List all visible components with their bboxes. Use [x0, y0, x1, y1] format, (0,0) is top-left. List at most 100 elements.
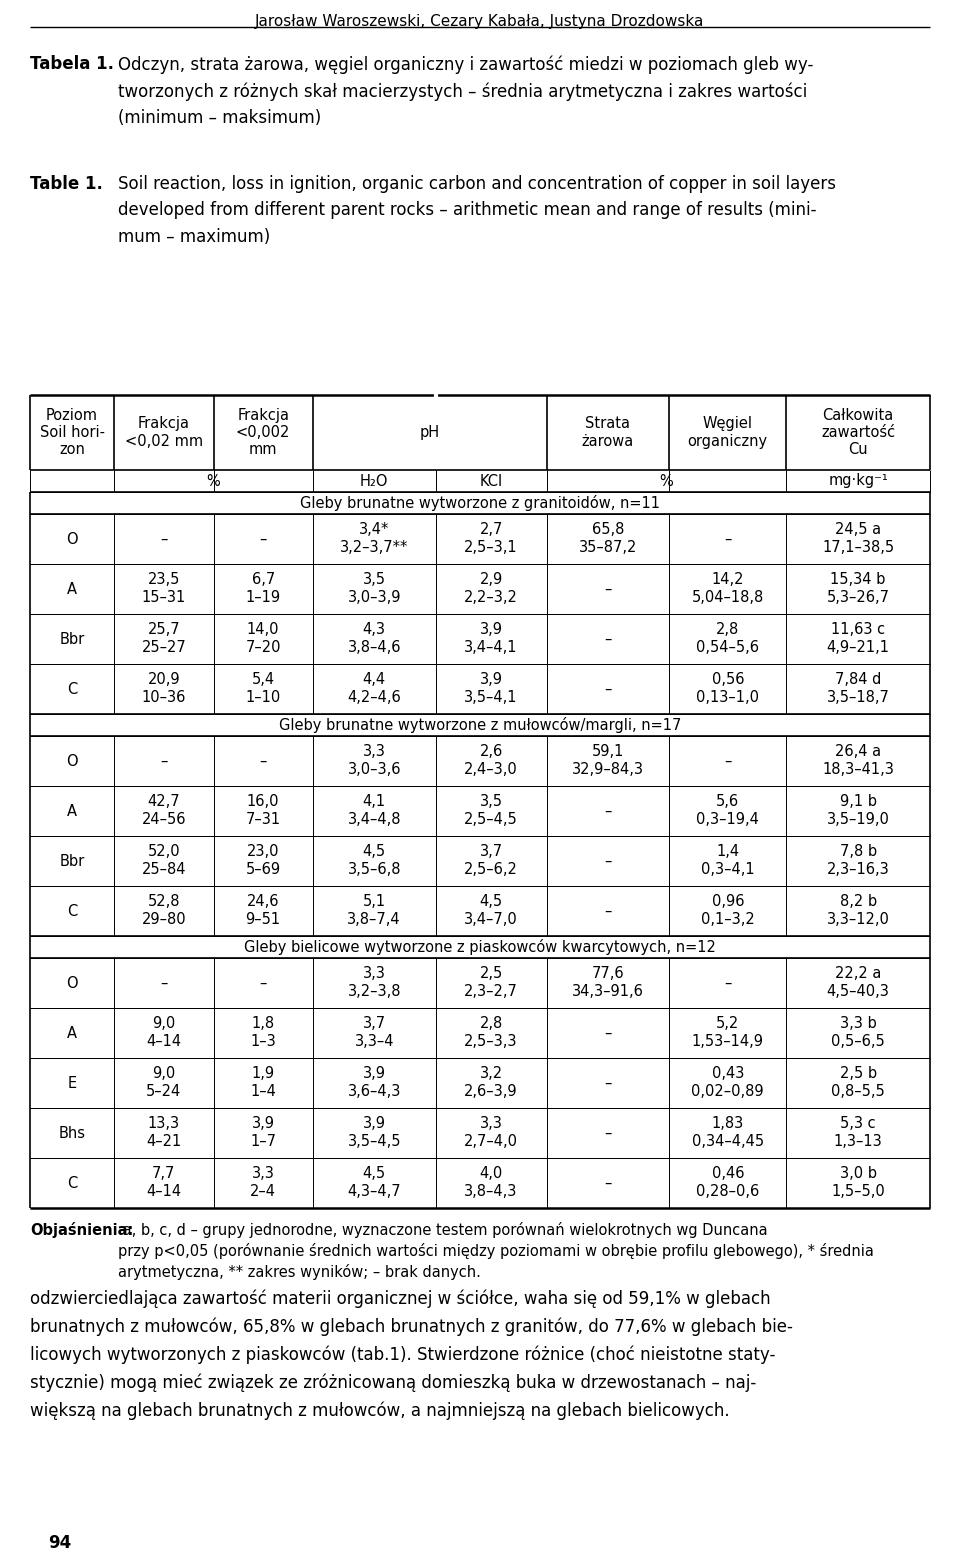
- Text: 3,9
3,4–4,1: 3,9 3,4–4,1: [465, 622, 517, 655]
- Text: Odczyn, strata żarowa, węgiel organiczny i zawartość miedzi w poziomach gleb wy-: Odczyn, strata żarowa, węgiel organiczny…: [118, 55, 813, 127]
- Text: 1,83
0,34–4,45: 1,83 0,34–4,45: [692, 1116, 764, 1149]
- Text: Tabela 1.: Tabela 1.: [30, 55, 114, 73]
- Text: 0,96
0,1–3,2: 0,96 0,1–3,2: [701, 894, 755, 927]
- Text: 3,7
3,3–4: 3,7 3,3–4: [354, 1016, 394, 1049]
- Text: mg·kg⁻¹: mg·kg⁻¹: [828, 474, 888, 489]
- Text: Bbr: Bbr: [60, 853, 84, 869]
- Text: –: –: [604, 581, 612, 597]
- Text: 3,3
2,7–4,0: 3,3 2,7–4,0: [464, 1116, 518, 1149]
- Text: –: –: [604, 681, 612, 697]
- Text: 2,9
2,2–3,2: 2,9 2,2–3,2: [465, 572, 518, 605]
- Text: –: –: [604, 1025, 612, 1041]
- Text: 23,0
5–69: 23,0 5–69: [246, 844, 280, 877]
- Text: A: A: [67, 803, 77, 819]
- Text: Objaśnienia:: Objaśnienia:: [30, 1222, 133, 1238]
- Text: 4,3
3,8–4,6: 4,3 3,8–4,6: [348, 622, 401, 655]
- Text: C: C: [67, 681, 77, 697]
- Text: 23,5
15–31: 23,5 15–31: [142, 572, 186, 605]
- Text: –: –: [160, 753, 167, 769]
- Text: pH: pH: [420, 425, 440, 441]
- Text: –: –: [604, 803, 612, 819]
- Text: 94: 94: [48, 1533, 71, 1552]
- Text: 0,56
0,13–1,0: 0,56 0,13–1,0: [696, 672, 759, 705]
- Text: 1,4
0,3–4,1: 1,4 0,3–4,1: [701, 844, 755, 877]
- Text: C: C: [67, 1175, 77, 1191]
- Text: 77,6
34,3–91,6: 77,6 34,3–91,6: [572, 966, 644, 999]
- Text: –: –: [160, 531, 167, 547]
- Text: Soil reaction, loss in ignition, organic carbon and concentration of copper in s: Soil reaction, loss in ignition, organic…: [118, 175, 836, 245]
- Text: 1,9
1–4: 1,9 1–4: [251, 1066, 276, 1099]
- Text: 20,9
10–36: 20,9 10–36: [142, 672, 186, 705]
- Text: 14,2
5,04–18,8: 14,2 5,04–18,8: [691, 572, 764, 605]
- Text: –: –: [259, 975, 267, 991]
- Text: 2,6
2,4–3,0: 2,6 2,4–3,0: [465, 744, 518, 777]
- Text: 14,0
7–20: 14,0 7–20: [246, 622, 281, 655]
- Text: –: –: [724, 975, 732, 991]
- Text: H₂O: H₂O: [360, 474, 389, 489]
- Text: 22,2 a
4,5–40,3: 22,2 a 4,5–40,3: [827, 966, 890, 999]
- Text: %: %: [660, 474, 673, 489]
- Text: 0,46
0,28–0,6: 0,46 0,28–0,6: [696, 1166, 759, 1199]
- Text: 0,43
0,02–0,89: 0,43 0,02–0,89: [691, 1066, 764, 1099]
- Text: 42,7
24–56: 42,7 24–56: [141, 794, 186, 827]
- Text: 4,4
4,2–4,6: 4,4 4,2–4,6: [348, 672, 401, 705]
- Text: Gleby brunatne wytworzone z mułowców/margli, n=17: Gleby brunatne wytworzone z mułowców/mar…: [278, 717, 682, 733]
- Text: 3,9
3,5–4,5: 3,9 3,5–4,5: [348, 1116, 401, 1149]
- Text: –: –: [160, 975, 167, 991]
- Text: %: %: [206, 474, 221, 489]
- Text: Strata
żarowa: Strata żarowa: [582, 416, 635, 449]
- Text: a, b, c, d – grupy jednorodne, wyznaczone testem porównań wielokrotnych wg Dunca: a, b, c, d – grupy jednorodne, wyznaczon…: [118, 1222, 874, 1280]
- Text: 5,1
3,8–7,4: 5,1 3,8–7,4: [348, 894, 401, 927]
- Text: 65,8
35–87,2: 65,8 35–87,2: [579, 522, 637, 555]
- Text: 9,0
4–14: 9,0 4–14: [146, 1016, 181, 1049]
- Text: 11,63 c
4,9–21,1: 11,63 c 4,9–21,1: [827, 622, 890, 655]
- Text: 2,8
0,54–5,6: 2,8 0,54–5,6: [696, 622, 759, 655]
- Text: odzwierciedlająca zawartość materii organicznej w ściółce, waha się od 59,1% w g: odzwierciedlająca zawartość materii orga…: [30, 1289, 793, 1421]
- Text: Poziom
Soil hori-
zon: Poziom Soil hori- zon: [39, 408, 105, 458]
- Text: 2,5
2,3–2,7: 2,5 2,3–2,7: [465, 966, 518, 999]
- Text: 3,0 b
1,5–5,0: 3,0 b 1,5–5,0: [831, 1166, 885, 1199]
- Text: 5,6
0,3–19,4: 5,6 0,3–19,4: [696, 794, 759, 827]
- Text: 26,4 a
18,3–41,3: 26,4 a 18,3–41,3: [822, 744, 894, 777]
- Text: E: E: [67, 1075, 77, 1091]
- Text: –: –: [604, 1125, 612, 1141]
- Text: 4,5
4,3–4,7: 4,5 4,3–4,7: [348, 1166, 401, 1199]
- Text: 6,7
1–19: 6,7 1–19: [246, 572, 280, 605]
- Text: 3,9
1–7: 3,9 1–7: [251, 1116, 276, 1149]
- Text: 7,8 b
2,3–16,3: 7,8 b 2,3–16,3: [827, 844, 890, 877]
- Text: –: –: [259, 531, 267, 547]
- Text: Bhs: Bhs: [59, 1125, 85, 1141]
- Text: 5,4
1–10: 5,4 1–10: [246, 672, 281, 705]
- Text: Bbr: Bbr: [60, 631, 84, 647]
- Text: O: O: [66, 975, 78, 991]
- Text: 24,5 a
17,1–38,5: 24,5 a 17,1–38,5: [822, 522, 894, 555]
- Text: –: –: [604, 853, 612, 869]
- Text: Frakcja
<0,02 mm: Frakcja <0,02 mm: [125, 416, 203, 449]
- Text: 3,7
2,5–6,2: 3,7 2,5–6,2: [465, 844, 518, 877]
- Text: 52,0
25–84: 52,0 25–84: [141, 844, 186, 877]
- Text: 16,0
7–31: 16,0 7–31: [246, 794, 280, 827]
- Text: –: –: [724, 753, 732, 769]
- Text: 3,9
3,5–4,1: 3,9 3,5–4,1: [465, 672, 517, 705]
- Text: 7,7
4–14: 7,7 4–14: [146, 1166, 181, 1199]
- Text: 2,5 b
0,8–5,5: 2,5 b 0,8–5,5: [831, 1066, 885, 1099]
- Text: Jarosław Waroszewski, Cezary Kabała, Justyna Drozdowska: Jarosław Waroszewski, Cezary Kabała, Jus…: [255, 14, 705, 30]
- Text: 2,7
2,5–3,1: 2,7 2,5–3,1: [465, 522, 517, 555]
- Text: O: O: [66, 531, 78, 547]
- Text: 3,9
3,6–4,3: 3,9 3,6–4,3: [348, 1066, 401, 1099]
- Text: 9,1 b
3,5–19,0: 9,1 b 3,5–19,0: [827, 794, 890, 827]
- Text: 3,3
3,2–3,8: 3,3 3,2–3,8: [348, 966, 401, 999]
- Text: 24,6
9–51: 24,6 9–51: [246, 894, 280, 927]
- Text: 4,5
3,4–7,0: 4,5 3,4–7,0: [465, 894, 518, 927]
- Text: O: O: [66, 753, 78, 769]
- Text: 5,3 c
1,3–13: 5,3 c 1,3–13: [833, 1116, 882, 1149]
- Text: Frakcja
<0,002
mm: Frakcja <0,002 mm: [236, 408, 290, 458]
- Text: –: –: [604, 631, 612, 647]
- Text: –: –: [724, 531, 732, 547]
- Text: 1,8
1–3: 1,8 1–3: [251, 1016, 276, 1049]
- Text: 3,3 b
0,5–6,5: 3,3 b 0,5–6,5: [831, 1016, 885, 1049]
- Text: –: –: [604, 903, 612, 919]
- Text: 3,5
2,5–4,5: 3,5 2,5–4,5: [465, 794, 518, 827]
- Text: 3,5
3,0–3,9: 3,5 3,0–3,9: [348, 572, 401, 605]
- Text: 13,3
4–21: 13,3 4–21: [146, 1116, 181, 1149]
